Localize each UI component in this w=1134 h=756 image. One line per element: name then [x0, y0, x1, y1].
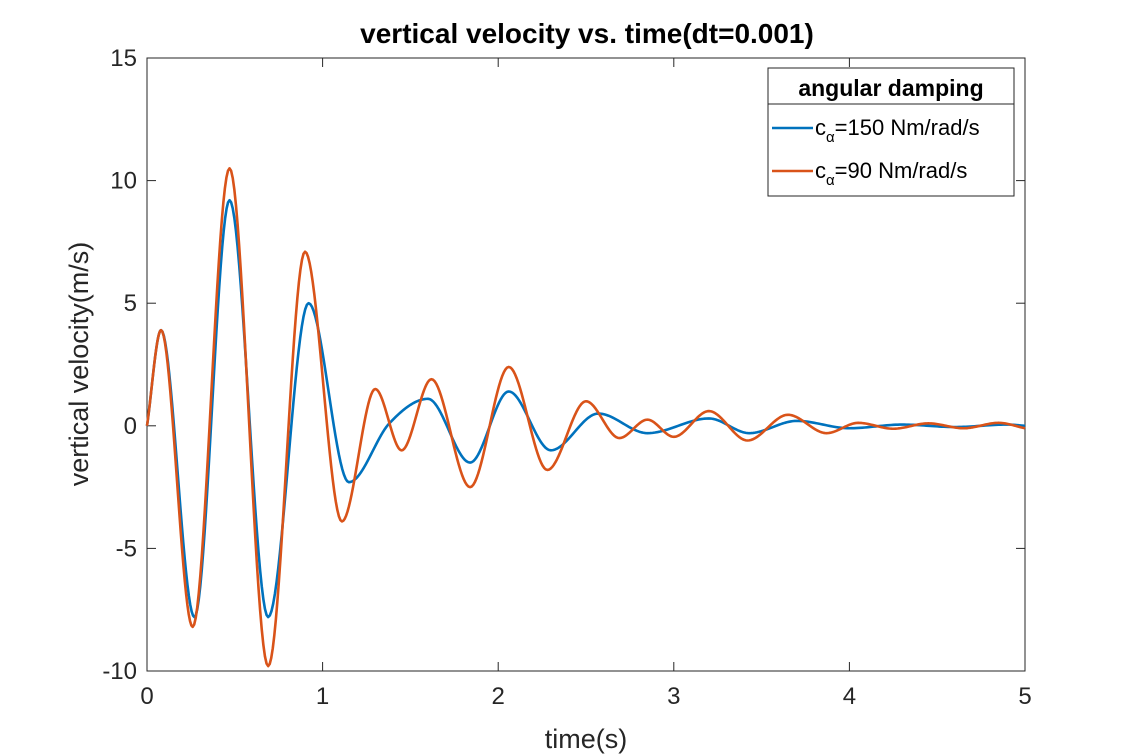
x-tick-label: 2	[492, 683, 505, 710]
y-tick-label: 10	[110, 168, 137, 195]
x-tick-label: 0	[140, 683, 153, 710]
x-axis-label: time(s)	[545, 724, 628, 754]
legend-box	[767, 67, 1015, 197]
y-tick-label: 5	[124, 290, 137, 317]
x-tick-label: 5	[1018, 683, 1031, 710]
axis-ticks: 0 1 2 3 4 5 -10 -5 0 5 10 15	[102, 45, 1031, 710]
series-line-2	[145, 167, 1026, 668]
y-tick-label: 15	[110, 45, 137, 72]
chart-title: vertical velocity vs. time(dt=0.001)	[360, 18, 814, 49]
x-tick-label: 3	[667, 683, 680, 710]
y-tick-label: -5	[116, 535, 137, 562]
legend-label-series-1: cα=150 Nm/rad/s	[815, 115, 980, 146]
legend: angular damping cα=150 Nm/rad/s cα=90 Nm…	[767, 67, 1015, 197]
y-tick-label: -10	[102, 658, 137, 685]
series-layer	[145, 167, 1026, 668]
x-tick-label: 1	[316, 683, 329, 710]
y-tick-label: 0	[124, 413, 137, 440]
legend-title: angular damping	[798, 75, 983, 101]
legend-label-series-2: cα=90 Nm/rad/s	[815, 158, 967, 189]
y-axis-label: vertical velocity(m/s)	[64, 242, 94, 487]
x-tick-label: 4	[843, 683, 856, 710]
